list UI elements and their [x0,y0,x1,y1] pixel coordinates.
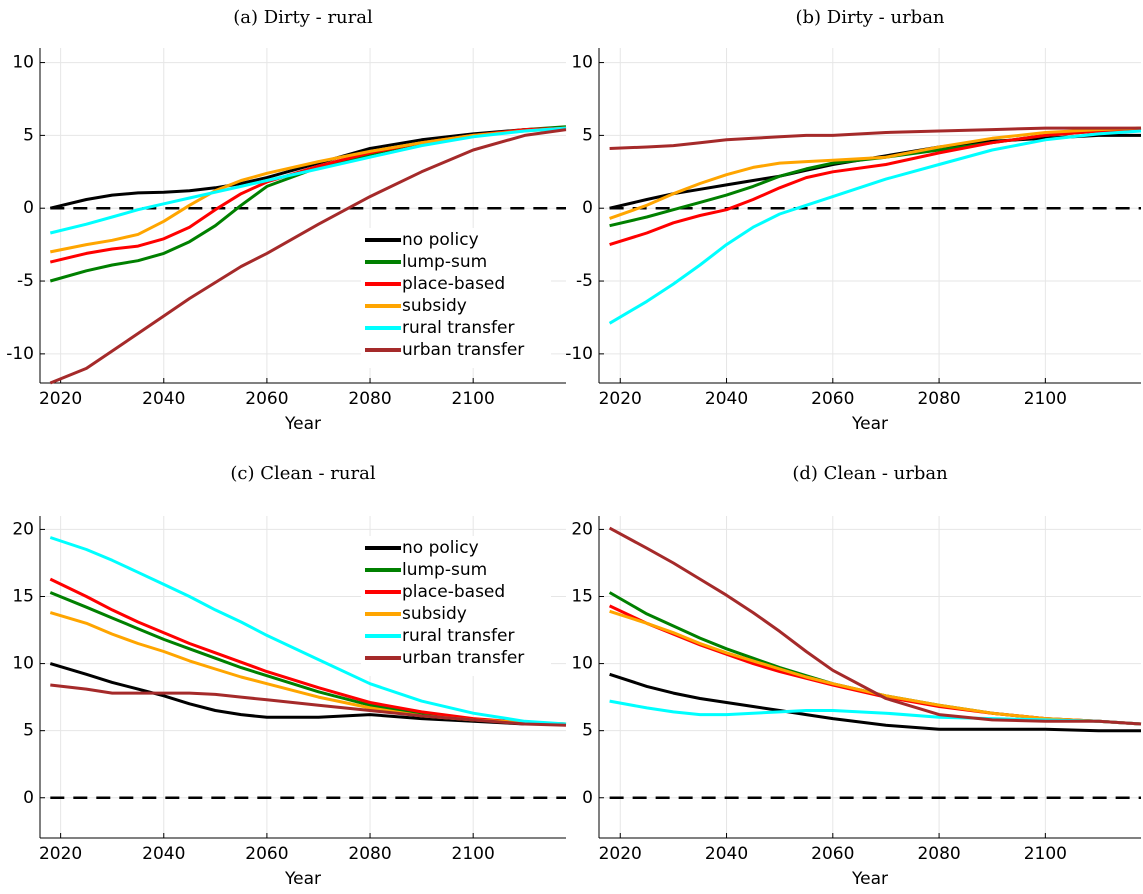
y-tick-label: -5 [576,271,593,291]
y-tick-label: 20 [571,519,593,539]
subplot-title: (a) Dirty - rural [233,7,373,28]
y-tick-label: 15 [12,587,34,607]
legend-label: no policy [402,230,479,250]
x-tick-label: 2040 [705,844,748,864]
series-line [49,536,567,726]
series-line [609,609,1142,726]
legend-label: lump-sum [402,560,487,580]
x-axis-label: Year [851,414,888,434]
legend-label: subsidy [402,296,467,316]
x-tick-label: 2080 [348,844,391,864]
legend-label: no policy [402,538,479,558]
legend-label: urban transfer [402,340,524,360]
y-tick-label: 5 [23,721,34,741]
x-tick-label: 2100 [1024,389,1067,409]
series-line [49,128,567,385]
series-line [609,126,1142,220]
y-tick-label: 10 [571,53,593,73]
y-tick-label: 20 [12,519,34,539]
series-line [609,126,1142,247]
y-tick-label: 10 [571,654,593,674]
legend-label: rural transfer [402,318,514,338]
x-tick-label: 2080 [917,844,960,864]
y-tick-label: 0 [23,788,34,808]
subplot-title: (d) Clean - urban [792,463,948,484]
x-tick-label: 2100 [1024,844,1067,864]
legend-box [361,536,551,676]
legend-label: place-based [402,274,505,294]
series-line [49,662,566,726]
legend-label: subsidy [402,604,467,624]
series-line [50,126,567,254]
series-line [609,672,1141,733]
x-tick-label: 2060 [245,844,288,864]
series-line [49,577,567,726]
y-tick-label: -10 [6,344,34,364]
y-tick-label: -10 [565,344,593,364]
y-tick-label: 0 [23,198,34,218]
y-tick-label: -5 [17,271,34,291]
x-tick-label: 2040 [142,844,185,864]
x-tick-label: 2060 [811,389,854,409]
x-tick-label: 2080 [917,389,960,409]
series-line [50,683,567,727]
x-tick-label: 2060 [245,389,288,409]
y-tick-label: 10 [12,53,34,73]
legend-label: rural transfer [402,626,514,646]
x-axis-label: Year [284,414,321,434]
legend-label: lump-sum [402,252,487,272]
x-tick-label: 2060 [811,844,854,864]
x-tick-label: 2020 [599,389,642,409]
series-line [608,129,1142,325]
series-line [609,133,1141,210]
series-line [608,604,1142,726]
series-line [609,126,1141,150]
x-axis-label: Year [851,869,888,889]
legend-box [361,228,551,368]
subplot-title: (b) Dirty - urban [795,7,944,28]
y-tick-label: 15 [571,587,593,607]
y-tick-label: 0 [582,198,593,218]
x-tick-label: 2040 [705,389,748,409]
x-axis-label: Year [284,869,321,889]
x-tick-label: 2040 [142,389,185,409]
y-tick-label: 0 [582,788,593,808]
y-tick-label: 5 [582,125,593,145]
x-tick-label: 2080 [348,389,391,409]
series-line [608,526,1142,726]
series-line [608,591,1142,726]
series-line [49,126,567,210]
legend-label: place-based [402,582,505,602]
x-tick-label: 2100 [452,844,495,864]
y-tick-label: 5 [582,721,593,741]
x-tick-label: 2020 [39,844,82,864]
x-tick-label: 2020 [599,844,642,864]
legend-label: urban transfer [402,648,524,668]
x-tick-label: 2020 [39,389,82,409]
y-tick-label: 10 [12,654,34,674]
x-tick-label: 2100 [452,389,495,409]
y-tick-label: 5 [23,125,34,145]
subplot-title: (c) Clean - rural [230,463,375,484]
series-line [49,126,567,235]
